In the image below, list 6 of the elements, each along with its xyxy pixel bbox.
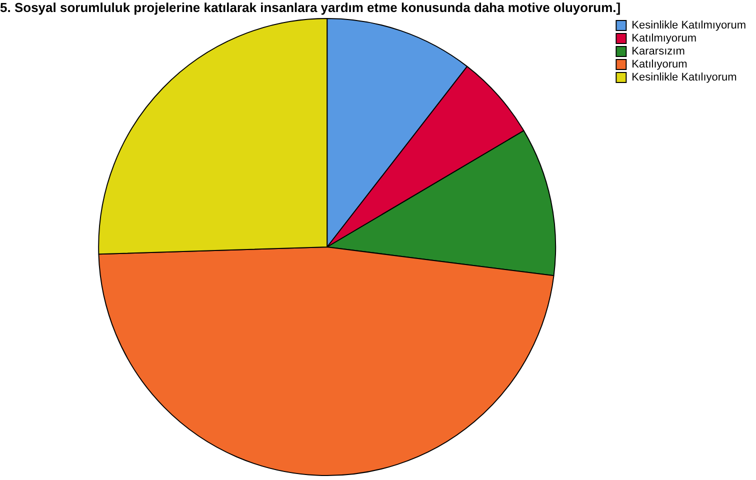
legend-label: Kesinlikle Katılmıyorum xyxy=(632,20,746,32)
legend-label: Kararsızım xyxy=(632,46,685,58)
chart-title: 5. Sosyal sorumluluk projelerine katılarak insanlara yardım etme konusunda daha motive oluyorum.] xyxy=(0,0,622,17)
legend-label: Katılmıyorum xyxy=(632,32,696,45)
legend-label: Kesinlikle Katılıyorum xyxy=(632,72,737,84)
legend-label: Katılıyorum xyxy=(632,58,688,71)
